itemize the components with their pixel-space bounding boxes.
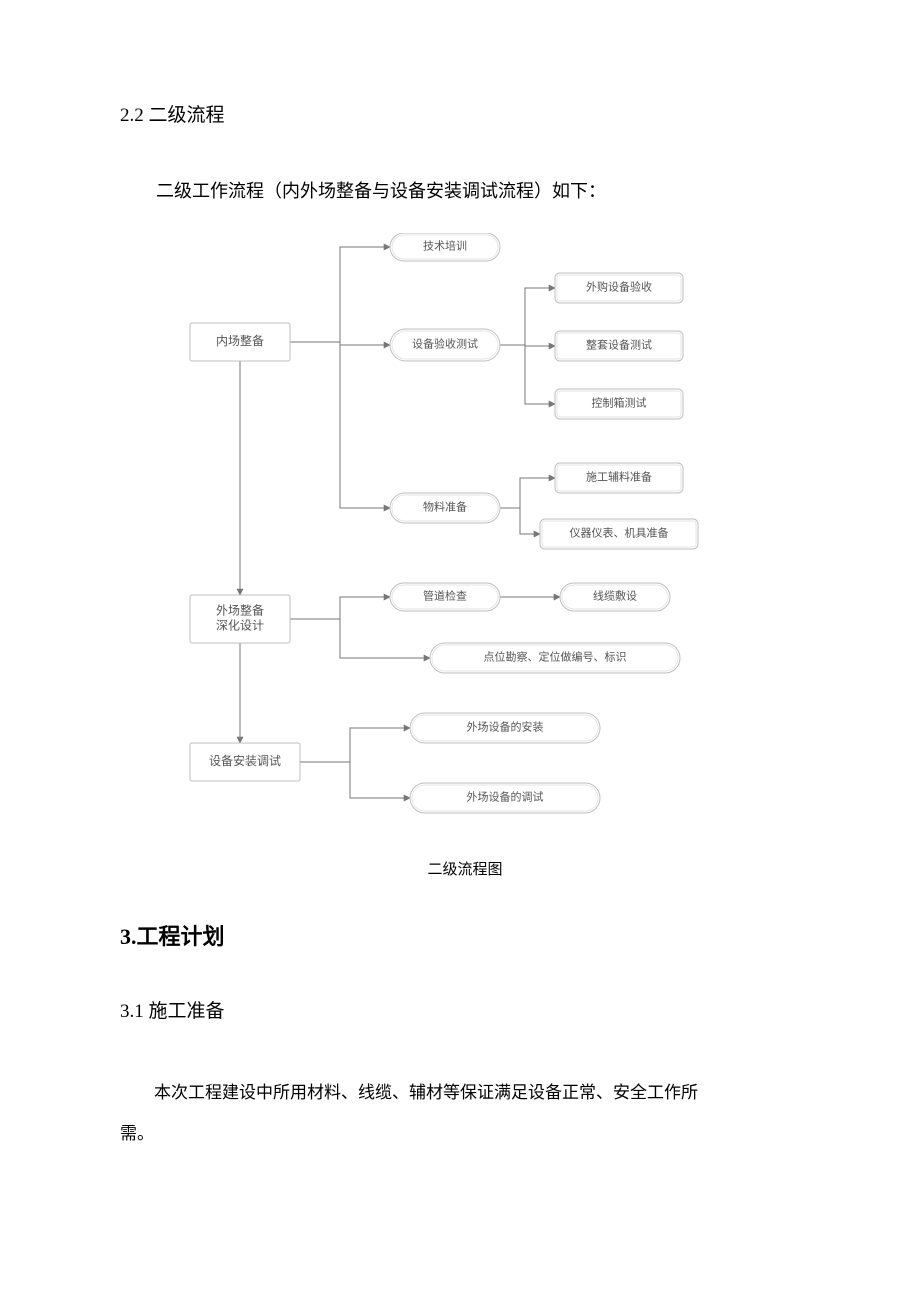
flow-node-n_install: 设备安装调试 [190, 743, 300, 781]
svg-text:内场整备: 内场整备 [216, 333, 264, 348]
flow-node-n_train: 技术培训 [390, 233, 500, 261]
flow-node-n_survey: 点位勘察、定位做编号、标识 [430, 643, 680, 673]
svg-text:控制箱测试: 控制箱测试 [592, 396, 647, 410]
svg-text:仪器仪表、机具准备: 仪器仪表、机具准备 [570, 526, 669, 540]
flow-edge [300, 728, 410, 762]
svg-text:设备验收测试: 设备验收测试 [412, 337, 478, 351]
svg-text:点位勘察、定位做编号、标识: 点位勘察、定位做编号、标识 [484, 650, 627, 664]
flow-node-n_instr: 仪器仪表、机具准备 [540, 519, 698, 549]
heading-3-1: 3.1 施工准备 [120, 996, 810, 1023]
flow-node-n_cable: 线缆敷设 [560, 583, 670, 611]
flow-node-n_pipe: 管道检查 [390, 583, 500, 611]
flow-node-n_accept: 设备验收测试 [390, 329, 500, 361]
svg-text:施工辅料准备: 施工辅料准备 [586, 470, 652, 484]
svg-text:管道检查: 管道检查 [423, 589, 467, 603]
flow-edge [290, 247, 390, 342]
intro-text: 二级工作流程（内外场整备与设备安装调试流程）如下： [156, 177, 810, 203]
flow-node-n_inner: 内场整备 [190, 323, 290, 361]
heading-3: 3.工程计划 [120, 919, 810, 951]
flowchart-svg: 内场整备 技术培训设备验收测试物料准备 外购设备验收整套设备测试控制箱测试施工辅料准… [160, 233, 720, 833]
flow-edge [290, 342, 390, 508]
flow-node-n_buy: 外购设备验收 [555, 273, 683, 303]
flow-edge [500, 478, 555, 508]
flow-edge [290, 597, 390, 619]
flow-node-n_whole: 整套设备测试 [555, 331, 683, 361]
body-para-1: 本次工程建设中所用材料、线缆、辅材等保证满足设备正常、安全工作所 [120, 1073, 810, 1114]
svg-text:深化设计: 深化设计 [216, 618, 264, 632]
body-para-1b: 需。 [120, 1114, 810, 1155]
svg-text:线缆敷设: 线缆敷设 [593, 589, 637, 603]
flow-node-n_ctrl: 控制箱测试 [555, 389, 683, 419]
flow-node-n_outer: 外场整备深化设计 [190, 595, 290, 643]
svg-text:外场设备的调试: 外场设备的调试 [467, 790, 544, 804]
svg-text:设备安装调试: 设备安装调试 [209, 753, 281, 768]
flow-node-n_odbg: 外场设备的调试 [410, 783, 600, 813]
heading-2-2: 2.2 二级流程 [120, 100, 810, 127]
svg-text:外场整备: 外场整备 [216, 602, 264, 617]
flow-node-n_mat: 物料准备 [390, 493, 500, 523]
flow-edge [500, 508, 540, 534]
flow-edge [500, 288, 555, 345]
svg-text:物料准备: 物料准备 [423, 500, 467, 514]
flowchart-caption: 二级流程图 [120, 858, 810, 879]
svg-text:外购设备验收: 外购设备验收 [586, 280, 652, 294]
svg-text:外场设备的安装: 外场设备的安装 [467, 720, 544, 734]
svg-text:技术培训: 技术培训 [423, 239, 467, 253]
flow-node-n_aux: 施工辅料准备 [555, 463, 683, 493]
flow-edge [500, 345, 555, 404]
flow-node-n_oinst: 外场设备的安装 [410, 713, 600, 743]
flowchart-container: 内场整备 技术培训设备验收测试物料准备 外购设备验收整套设备测试控制箱测试施工辅料准… [160, 233, 810, 838]
flow-edge [300, 762, 410, 798]
flow-edge [290, 619, 430, 658]
svg-text:整套设备测试: 整套设备测试 [586, 338, 652, 352]
